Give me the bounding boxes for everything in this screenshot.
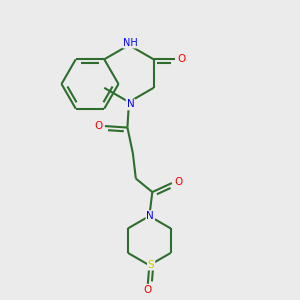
Text: N: N <box>127 100 134 110</box>
Text: O: O <box>94 121 102 131</box>
Text: N: N <box>146 211 154 221</box>
Text: O: O <box>177 54 185 64</box>
Text: O: O <box>144 286 152 296</box>
Text: O: O <box>174 177 183 187</box>
Text: S: S <box>148 260 154 270</box>
Text: NH: NH <box>123 38 138 48</box>
